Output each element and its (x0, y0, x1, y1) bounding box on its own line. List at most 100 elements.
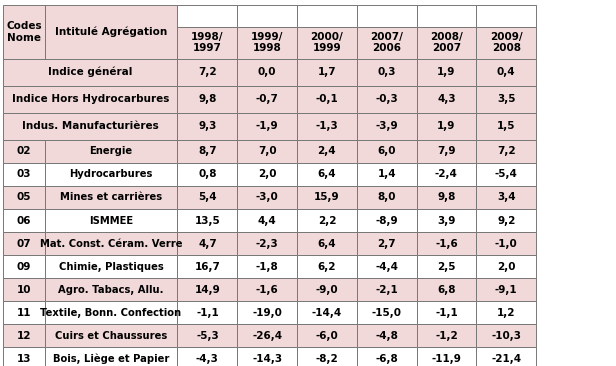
Bar (416, 27, 476, 59)
Bar (177, 255, 237, 278)
Text: 09: 09 (17, 262, 31, 272)
Text: 1,9: 1,9 (437, 121, 456, 131)
Text: -14,4: -14,4 (312, 308, 342, 318)
Bar (476, 232, 536, 255)
Bar (297, 324, 357, 347)
Bar (476, 5, 536, 27)
Bar (44, 186, 177, 209)
Bar (297, 140, 357, 163)
Text: Energie: Energie (89, 146, 132, 156)
Bar (357, 301, 416, 324)
Text: 2,7: 2,7 (378, 239, 396, 249)
Bar (416, 347, 476, 366)
Text: -5,3: -5,3 (196, 331, 219, 341)
Bar (3, 301, 44, 324)
Text: 11: 11 (17, 308, 31, 318)
Text: 13,5: 13,5 (195, 216, 221, 225)
Bar (357, 163, 416, 186)
Text: 2009/
2008: 2009/ 2008 (490, 32, 522, 53)
Text: 9,8: 9,8 (198, 94, 217, 104)
Text: 0,8: 0,8 (198, 169, 217, 179)
Bar (476, 209, 536, 232)
Text: 05: 05 (17, 193, 31, 202)
Bar (297, 27, 357, 59)
Bar (177, 86, 237, 113)
Bar (237, 232, 297, 255)
Text: Bois, Liège et Papier: Bois, Liège et Papier (53, 354, 169, 364)
Text: -14,3: -14,3 (252, 354, 282, 364)
Text: -10,3: -10,3 (491, 331, 521, 341)
Bar (357, 86, 416, 113)
Bar (44, 5, 177, 59)
Bar (357, 324, 416, 347)
Text: -2,1: -2,1 (375, 285, 398, 295)
Bar (476, 59, 536, 86)
Text: -21,4: -21,4 (491, 354, 521, 364)
Bar (416, 59, 476, 86)
Bar (44, 209, 177, 232)
Bar (476, 255, 536, 278)
Text: 13: 13 (17, 354, 31, 364)
Bar (476, 301, 536, 324)
Bar (177, 278, 237, 301)
Text: -1,9: -1,9 (256, 121, 278, 131)
Bar (3, 86, 177, 113)
Bar (177, 324, 237, 347)
Text: 0,4: 0,4 (497, 67, 516, 77)
Bar (3, 278, 44, 301)
Bar (237, 347, 297, 366)
Bar (416, 278, 476, 301)
Bar (3, 163, 44, 186)
Bar (357, 186, 416, 209)
Bar (416, 186, 476, 209)
Text: -26,4: -26,4 (252, 331, 282, 341)
Bar (177, 301, 237, 324)
Text: 06: 06 (17, 216, 31, 225)
Text: -1,6: -1,6 (256, 285, 278, 295)
Bar (177, 163, 237, 186)
Bar (476, 278, 536, 301)
Text: -6,0: -6,0 (315, 331, 338, 341)
Bar (357, 113, 416, 140)
Bar (3, 255, 44, 278)
Text: 3,4: 3,4 (497, 193, 516, 202)
Text: -5,4: -5,4 (495, 169, 517, 179)
Text: 6,8: 6,8 (437, 285, 456, 295)
Text: -4,3: -4,3 (196, 354, 219, 364)
Text: -15,0: -15,0 (371, 308, 402, 318)
Bar (297, 86, 357, 113)
Bar (297, 232, 357, 255)
Bar (3, 140, 44, 163)
Bar (416, 232, 476, 255)
Text: 6,4: 6,4 (318, 169, 336, 179)
Bar (237, 301, 297, 324)
Bar (416, 5, 476, 27)
Text: 2,2: 2,2 (318, 216, 336, 225)
Text: 10: 10 (17, 285, 31, 295)
Bar (44, 324, 177, 347)
Text: 9,2: 9,2 (497, 216, 516, 225)
Bar (416, 86, 476, 113)
Bar (416, 209, 476, 232)
Text: Mines et carrières: Mines et carrières (60, 193, 162, 202)
Text: 4,3: 4,3 (437, 94, 456, 104)
Bar (3, 324, 44, 347)
Text: -1,1: -1,1 (435, 308, 458, 318)
Text: 1,2: 1,2 (497, 308, 516, 318)
Bar (297, 5, 357, 27)
Bar (177, 27, 237, 59)
Bar (237, 27, 297, 59)
Bar (357, 5, 416, 27)
Bar (177, 209, 237, 232)
Text: -8,9: -8,9 (375, 216, 398, 225)
Bar (237, 324, 297, 347)
Text: Cuirs et Chaussures: Cuirs et Chaussures (55, 331, 167, 341)
Bar (237, 255, 297, 278)
Text: -4,8: -4,8 (375, 331, 398, 341)
Text: 2,0: 2,0 (497, 262, 516, 272)
Text: 1,7: 1,7 (318, 67, 336, 77)
Bar (237, 278, 297, 301)
Text: 2,5: 2,5 (437, 262, 456, 272)
Bar (297, 113, 357, 140)
Text: -0,7: -0,7 (256, 94, 278, 104)
